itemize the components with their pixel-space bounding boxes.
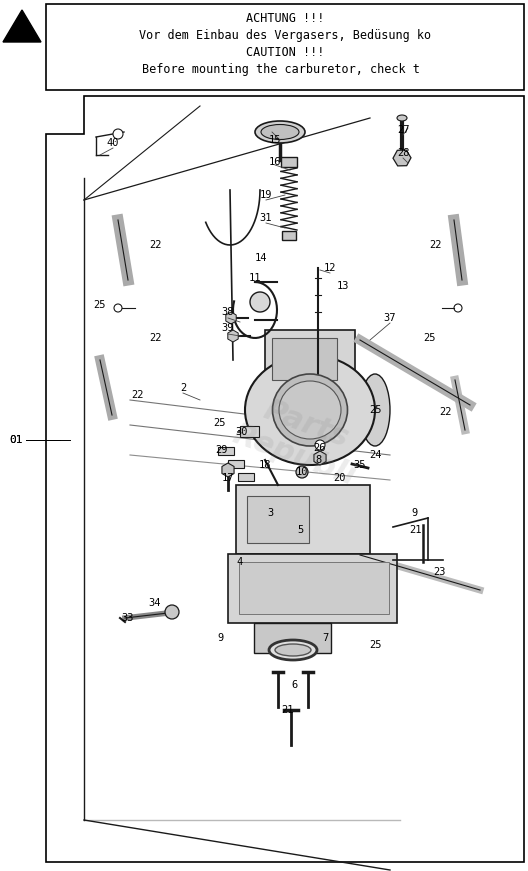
Polygon shape (46, 96, 524, 862)
FancyBboxPatch shape (218, 447, 233, 455)
Ellipse shape (255, 121, 305, 143)
FancyBboxPatch shape (247, 496, 309, 543)
Text: 17: 17 (222, 473, 234, 483)
Text: 19: 19 (260, 190, 272, 200)
Text: 6: 6 (292, 680, 298, 690)
Text: 27: 27 (397, 125, 409, 135)
FancyBboxPatch shape (228, 460, 243, 468)
Text: 22: 22 (429, 240, 441, 250)
Text: 21: 21 (409, 525, 421, 535)
FancyBboxPatch shape (236, 485, 370, 554)
Circle shape (250, 292, 270, 312)
Ellipse shape (261, 125, 299, 139)
Ellipse shape (397, 115, 407, 121)
Circle shape (296, 466, 308, 478)
Text: 5: 5 (297, 525, 303, 535)
Text: 28: 28 (397, 148, 409, 158)
Text: 30: 30 (235, 427, 248, 437)
Text: 10: 10 (296, 467, 308, 477)
Ellipse shape (269, 640, 317, 660)
FancyBboxPatch shape (228, 554, 397, 623)
Text: 2: 2 (180, 383, 186, 393)
Text: 21: 21 (281, 705, 293, 715)
Text: 01: 01 (10, 435, 23, 445)
Text: 26: 26 (314, 443, 326, 453)
Ellipse shape (245, 355, 375, 465)
Text: 25: 25 (369, 405, 381, 415)
Text: 37: 37 (384, 313, 396, 323)
Bar (46, 4, 524, 90)
FancyBboxPatch shape (272, 338, 337, 380)
Text: 40: 40 (107, 138, 119, 148)
Ellipse shape (279, 381, 341, 439)
Text: 25: 25 (214, 418, 227, 428)
Text: 35: 35 (354, 460, 366, 470)
Text: 14: 14 (254, 253, 267, 263)
Text: 16: 16 (269, 157, 281, 167)
Text: 4: 4 (237, 557, 243, 567)
Circle shape (113, 129, 123, 139)
Text: 7: 7 (322, 633, 328, 643)
Text: 25: 25 (424, 333, 436, 343)
FancyBboxPatch shape (254, 623, 331, 653)
Text: 01: 01 (10, 435, 23, 445)
Text: 25: 25 (94, 300, 106, 310)
Text: Before mounting the carburetor, check t: Before mounting the carburetor, check t (143, 64, 428, 77)
Circle shape (315, 440, 325, 450)
Text: Vor dem Einbau des Vergasers, Bedüsung ko: Vor dem Einbau des Vergasers, Bedüsung k… (139, 29, 431, 42)
Text: 11: 11 (249, 273, 261, 283)
Text: 22: 22 (132, 390, 144, 400)
Text: 23: 23 (433, 567, 446, 577)
Text: 15: 15 (269, 135, 281, 145)
Text: 33: 33 (122, 613, 134, 623)
FancyBboxPatch shape (265, 330, 355, 405)
FancyBboxPatch shape (281, 157, 297, 167)
FancyBboxPatch shape (239, 562, 389, 614)
Text: 29: 29 (216, 445, 228, 455)
Text: 9: 9 (412, 508, 418, 518)
Text: 13: 13 (337, 281, 349, 291)
Text: 9: 9 (217, 633, 223, 643)
FancyBboxPatch shape (238, 472, 253, 481)
Ellipse shape (272, 374, 347, 446)
Circle shape (454, 304, 462, 312)
Circle shape (114, 304, 122, 312)
Ellipse shape (275, 644, 311, 656)
Text: CAUTION !!!: CAUTION !!! (246, 45, 324, 58)
Text: Parts
Republi: Parts Republi (229, 388, 371, 491)
Polygon shape (3, 10, 41, 42)
Text: 24: 24 (369, 450, 381, 460)
Text: 38: 38 (222, 307, 234, 317)
Text: 22: 22 (149, 240, 161, 250)
Text: 20: 20 (334, 473, 346, 483)
Text: 22: 22 (149, 333, 161, 343)
Text: 3: 3 (267, 508, 273, 518)
Ellipse shape (360, 374, 390, 446)
Text: 8: 8 (315, 455, 321, 465)
Text: 18: 18 (259, 460, 271, 470)
Text: 31: 31 (260, 213, 272, 223)
Text: 25: 25 (369, 640, 381, 650)
Text: 34: 34 (149, 598, 161, 608)
Text: 22: 22 (439, 407, 451, 417)
Text: 12: 12 (324, 263, 336, 273)
Text: 39: 39 (222, 323, 234, 333)
Circle shape (165, 605, 179, 619)
FancyBboxPatch shape (282, 231, 296, 240)
Text: ACHTUNG !!!: ACHTUNG !!! (246, 11, 324, 24)
FancyBboxPatch shape (240, 426, 259, 436)
